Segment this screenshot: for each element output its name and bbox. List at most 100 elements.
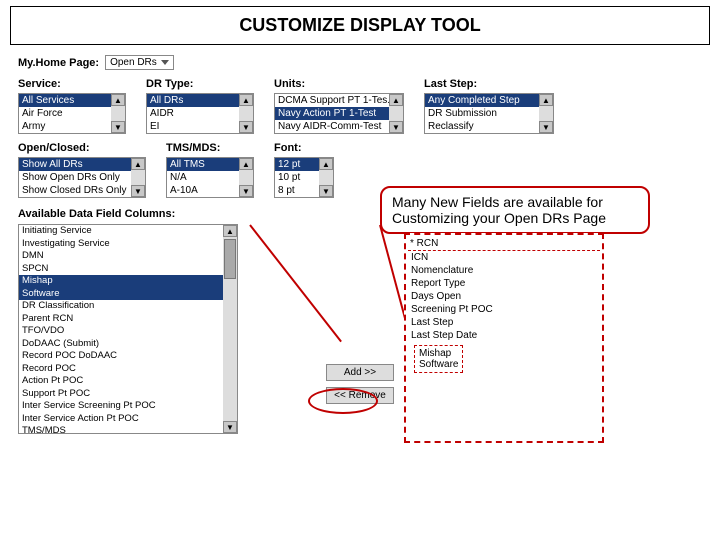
listbox-scrollbar[interactable]: ▲▼: [111, 94, 125, 133]
list-item[interactable]: Software: [19, 288, 223, 301]
listbox-scrollbar[interactable]: ▲▼: [239, 158, 253, 197]
listbox-scrollbar[interactable]: ▲▼: [131, 158, 145, 197]
listbox-scrollbar[interactable]: ▲▼: [239, 94, 253, 133]
scroll-down-icon[interactable]: ▼: [131, 185, 145, 197]
listbox-scrollbar[interactable]: ▲▼: [319, 158, 333, 197]
scroll-up-icon[interactable]: ▲: [223, 225, 237, 237]
scroll-down-icon[interactable]: ▼: [223, 421, 237, 433]
units-listbox[interactable]: DCMA Support PT 1-Tes.Navy Action PT 1-T…: [274, 93, 404, 134]
scroll-down-icon[interactable]: ▼: [111, 121, 125, 133]
list-item[interactable]: Action Pt POC: [19, 375, 223, 388]
drtype-listbox[interactable]: All DRsAIDREI▲▼: [146, 93, 254, 134]
highlight-line1: Mishap: [419, 348, 458, 359]
scroll-up-icon[interactable]: ▲: [389, 94, 403, 106]
list-item[interactable]: 10 pt: [275, 171, 319, 184]
list-item[interactable]: SPCN: [19, 263, 223, 276]
listbox-scrollbar[interactable]: ▲▼: [539, 94, 553, 133]
scroll-up-icon[interactable]: ▲: [239, 158, 253, 170]
list-item[interactable]: 8 pt: [275, 184, 319, 197]
scroll-down-icon[interactable]: ▼: [389, 121, 403, 133]
service-label: Service:: [18, 78, 126, 90]
list-item[interactable]: EI: [147, 120, 239, 133]
scroll-down-icon[interactable]: ▼: [239, 121, 253, 133]
list-item[interactable]: Last Step Date: [408, 329, 600, 342]
highlight-selected: Mishap Software: [414, 345, 463, 373]
list-item[interactable]: TFO/VDO: [19, 325, 223, 338]
list-item[interactable]: AIDR: [147, 107, 239, 120]
available-scrollbar[interactable]: ▲ ▼: [223, 225, 237, 433]
list-item[interactable]: 12 pt: [275, 158, 319, 171]
list-item[interactable]: A-10A: [167, 184, 239, 197]
list-item[interactable]: DR Classification: [19, 300, 223, 313]
list-item[interactable]: Days Open: [408, 290, 600, 303]
list-item[interactable]: DoDAAC (Submit): [19, 338, 223, 351]
font-label: Font:: [274, 142, 334, 154]
page-title: CUSTOMIZE DISPLAY TOOL: [10, 6, 710, 45]
list-item[interactable]: Record POC DoDAAC: [19, 350, 223, 363]
add-button-ellipse: [308, 388, 378, 414]
service-listbox[interactable]: All ServicesAir ForceArmy▲▼: [18, 93, 126, 134]
tmsmds-label: TMS/MDS:: [166, 142, 254, 154]
listbox-scrollbar[interactable]: ▲▼: [389, 94, 403, 133]
scroll-thumb[interactable]: [224, 239, 236, 279]
fixed-rcn-row: * RCN: [408, 237, 600, 251]
list-item[interactable]: Show All DRs: [19, 158, 131, 171]
list-item[interactable]: Show Closed DRs Only: [19, 184, 131, 197]
list-item[interactable]: Inter Service Action Pt POC: [19, 413, 223, 426]
callout-line2: Customizing your Open DRs Page: [392, 210, 638, 226]
list-item[interactable]: Support Pt POC: [19, 388, 223, 401]
available-listbox[interactable]: Initiating ServiceInvestigating ServiceD…: [18, 224, 238, 434]
list-item[interactable]: DMN: [19, 250, 223, 263]
openclosed-listbox[interactable]: Show All DRsShow Open DRs OnlyShow Close…: [18, 157, 146, 198]
font-listbox[interactable]: 12 pt10 pt8 pt▲▼: [274, 157, 334, 198]
scroll-up-icon[interactable]: ▲: [239, 94, 253, 106]
list-item[interactable]: Any Completed Step: [425, 94, 539, 107]
list-item[interactable]: Initiating Service: [19, 225, 223, 238]
home-page-dropdown[interactable]: Open DRs: [105, 55, 174, 70]
list-item[interactable]: Air Force: [19, 107, 111, 120]
laststep-label: Last Step:: [424, 78, 554, 90]
drtype-label: DR Type:: [146, 78, 254, 90]
list-item[interactable]: ICN: [408, 251, 600, 264]
home-page-value: Open DRs: [110, 57, 157, 68]
list-item[interactable]: Investigating Service: [19, 238, 223, 251]
list-item[interactable]: Army: [19, 120, 111, 133]
callout-line1: Many New Fields are available for: [392, 194, 638, 210]
highlight-line2: Software: [419, 359, 458, 370]
scroll-up-icon[interactable]: ▲: [131, 158, 145, 170]
chevron-down-icon: [161, 60, 169, 65]
scroll-down-icon[interactable]: ▼: [539, 121, 553, 133]
scroll-up-icon[interactable]: ▲: [111, 94, 125, 106]
list-item[interactable]: All TMS: [167, 158, 239, 171]
add-button[interactable]: Add >>: [326, 364, 394, 381]
home-page-row: My.Home Page: Open DRs: [18, 55, 702, 70]
list-item[interactable]: Parent RCN: [19, 313, 223, 326]
available-label: Available Data Field Columns:: [18, 208, 316, 220]
list-item[interactable]: All DRs: [147, 94, 239, 107]
list-item[interactable]: Report Type: [408, 277, 600, 290]
list-item[interactable]: DCMA Support PT 1-Tes.: [275, 94, 389, 107]
list-item[interactable]: Mishap: [19, 275, 223, 288]
list-item[interactable]: TMS/MDS: [19, 425, 223, 433]
list-item[interactable]: Navy Action PT 1-Test: [275, 107, 389, 120]
display-order-listbox[interactable]: * RCN ICNNomenclatureReport TypeDays Ope…: [404, 233, 604, 443]
scroll-up-icon[interactable]: ▲: [319, 158, 333, 170]
home-page-label: My.Home Page:: [18, 57, 99, 69]
list-item[interactable]: Record POC: [19, 363, 223, 376]
scroll-down-icon[interactable]: ▼: [239, 185, 253, 197]
list-item[interactable]: Last Step: [408, 316, 600, 329]
list-item[interactable]: Inter Service Screening Pt POC: [19, 400, 223, 413]
tmsmds-listbox[interactable]: All TMSN/AA-10A▲▼: [166, 157, 254, 198]
list-item[interactable]: DR Submission: [425, 107, 539, 120]
scroll-down-icon[interactable]: ▼: [319, 185, 333, 197]
list-item[interactable]: Screening Pt POC: [408, 303, 600, 316]
list-item[interactable]: Nomenclature: [408, 264, 600, 277]
list-item[interactable]: N/A: [167, 171, 239, 184]
list-item[interactable]: All Services: [19, 94, 111, 107]
scroll-up-icon[interactable]: ▲: [539, 94, 553, 106]
openclosed-label: Open/Closed:: [18, 142, 146, 154]
list-item[interactable]: Show Open DRs Only: [19, 171, 131, 184]
laststep-listbox[interactable]: Any Completed StepDR SubmissionReclassif…: [424, 93, 554, 134]
list-item[interactable]: Navy AIDR-Comm-Test: [275, 120, 389, 133]
list-item[interactable]: Reclassify: [425, 120, 539, 133]
